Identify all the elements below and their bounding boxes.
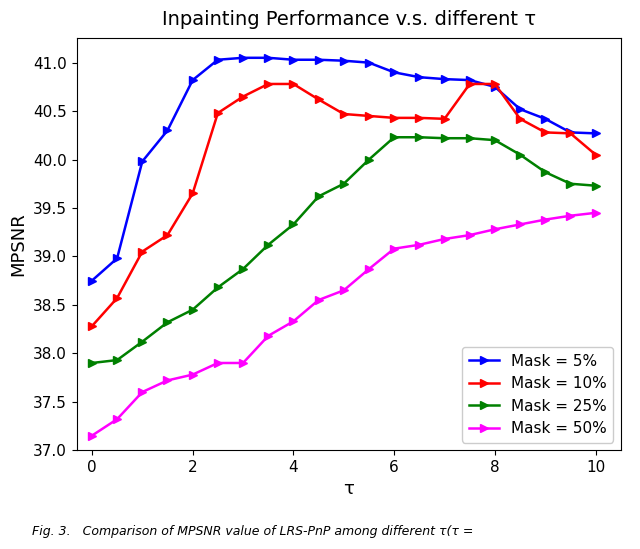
Mask = 10% <box>189 190 196 197</box>
Mask = 25% <box>214 284 221 291</box>
Mask = 25% <box>415 134 423 141</box>
Line: Mask = 25%: Mask = 25% <box>88 133 600 367</box>
Mask = 25% <box>88 360 96 366</box>
Mask = 5% <box>441 76 449 82</box>
Mask = 5% <box>466 77 474 83</box>
Mask = 50% <box>189 371 196 378</box>
Mask = 10% <box>516 115 524 122</box>
Mask = 50% <box>390 245 398 252</box>
Mask = 10% <box>441 115 449 122</box>
Mask = 50% <box>415 242 423 248</box>
Mask = 25% <box>541 169 549 176</box>
Mask = 5% <box>289 57 297 63</box>
Mask = 5% <box>239 54 247 61</box>
Mask = 10% <box>491 81 499 87</box>
Mask = 25% <box>566 181 574 187</box>
Mask = 5% <box>566 129 574 136</box>
Y-axis label: MPSNR: MPSNR <box>10 212 28 276</box>
Mask = 5% <box>264 54 272 61</box>
Mask = 25% <box>315 193 323 200</box>
Mask = 10% <box>214 110 221 116</box>
Line: Mask = 5%: Mask = 5% <box>88 54 600 285</box>
Mask = 5% <box>214 57 221 63</box>
Mask = 5% <box>415 74 423 81</box>
Mask = 50% <box>239 360 247 366</box>
Mask = 25% <box>113 357 121 363</box>
Mask = 10% <box>239 93 247 100</box>
Line: Mask = 10%: Mask = 10% <box>88 80 600 330</box>
Mask = 5% <box>340 58 348 64</box>
Mask = 10% <box>415 115 423 121</box>
Mask = 25% <box>592 182 600 189</box>
Mask = 10% <box>88 323 96 329</box>
Mask = 50% <box>592 210 600 216</box>
Mask = 5% <box>113 255 121 262</box>
Mask = 25% <box>138 338 146 345</box>
Mask = 25% <box>365 156 372 163</box>
Mask = 5% <box>138 158 146 165</box>
Mask = 25% <box>390 134 398 141</box>
Mask = 25% <box>441 135 449 142</box>
Mask = 5% <box>491 83 499 90</box>
Mask = 10% <box>138 248 146 255</box>
Mask = 5% <box>390 69 398 76</box>
Legend: Mask = 5%, Mask = 10%, Mask = 25%, Mask = 50%: Mask = 5%, Mask = 10%, Mask = 25%, Mask … <box>463 348 613 442</box>
Mask = 50% <box>516 221 524 228</box>
Mask = 5% <box>189 77 196 83</box>
Mask = 25% <box>466 135 474 142</box>
Mask = 50% <box>113 416 121 423</box>
Mask = 50% <box>315 296 323 303</box>
Mask = 25% <box>264 242 272 248</box>
Mask = 10% <box>340 111 348 117</box>
Mask = 25% <box>340 181 348 187</box>
Mask = 10% <box>264 81 272 87</box>
Mask = 10% <box>541 129 549 136</box>
Mask = 50% <box>289 318 297 324</box>
Mask = 5% <box>365 59 372 66</box>
Mask = 25% <box>239 266 247 272</box>
Mask = 10% <box>289 81 297 87</box>
Mask = 25% <box>491 137 499 143</box>
Mask = 50% <box>138 389 146 395</box>
Mask = 10% <box>315 96 323 103</box>
Mask = 50% <box>264 333 272 339</box>
Mask = 50% <box>466 232 474 238</box>
Mask = 5% <box>592 130 600 137</box>
Mask = 50% <box>365 266 372 272</box>
Mask = 10% <box>365 113 372 119</box>
Mask = 5% <box>516 106 524 113</box>
Title: Inpainting Performance v.s. different τ: Inpainting Performance v.s. different τ <box>162 9 536 29</box>
Mask = 10% <box>566 130 574 137</box>
Mask = 10% <box>390 115 398 121</box>
Mask = 50% <box>541 216 549 223</box>
Mask = 10% <box>113 295 121 301</box>
Mask = 50% <box>214 360 221 366</box>
Mask = 10% <box>164 232 172 238</box>
Mask = 25% <box>164 319 172 326</box>
Mask = 5% <box>315 57 323 63</box>
Mask = 50% <box>340 287 348 294</box>
Mask = 50% <box>441 236 449 242</box>
Mask = 25% <box>189 306 196 313</box>
Mask = 50% <box>88 433 96 439</box>
Mask = 50% <box>164 377 172 384</box>
Mask = 10% <box>466 81 474 87</box>
Line: Mask = 50%: Mask = 50% <box>88 209 600 440</box>
Mask = 50% <box>491 226 499 233</box>
Mask = 10% <box>592 152 600 158</box>
Mask = 5% <box>164 127 172 134</box>
X-axis label: τ: τ <box>344 480 354 498</box>
Mask = 50% <box>566 212 574 219</box>
Text: Fig. 3.   Comparison of MPSNR value of LRS-PnP among different τ(τ =: Fig. 3. Comparison of MPSNR value of LRS… <box>32 525 474 538</box>
Mask = 25% <box>289 221 297 228</box>
Mask = 5% <box>88 277 96 284</box>
Mask = 25% <box>516 152 524 158</box>
Mask = 5% <box>541 115 549 122</box>
